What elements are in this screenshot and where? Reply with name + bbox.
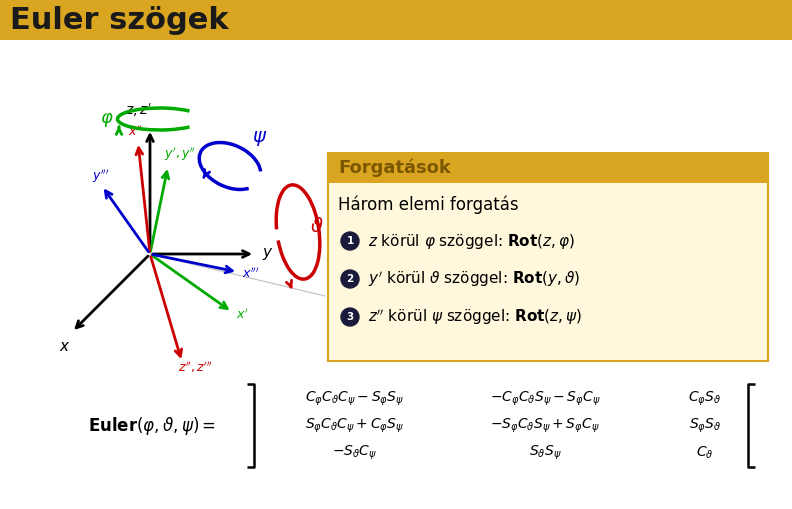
Text: $S_\varphi C_\vartheta C_\psi + C_\varphi S_\psi$: $S_\varphi C_\vartheta C_\psi + C_\varph… (306, 417, 405, 435)
Circle shape (341, 308, 359, 326)
Text: $z,z'$: $z,z'$ (124, 102, 151, 119)
Text: $x$: $x$ (59, 339, 70, 354)
Text: 3: 3 (346, 312, 353, 322)
Text: Euler szögek: Euler szögek (10, 6, 229, 35)
Text: $\varphi$: $\varphi$ (100, 111, 114, 129)
Text: $y',y''$: $y',y''$ (164, 146, 196, 163)
Text: $y$: $y$ (262, 246, 273, 262)
Text: Forgatások: Forgatások (338, 159, 451, 177)
Text: $S_\vartheta S_\psi$: $S_\vartheta S_\psi$ (529, 444, 562, 462)
Text: $z''$ körül $\psi$ szöggel: $\mathbf{Rot}(z,\psi)$: $z''$ körül $\psi$ szöggel: $\mathbf{Rot… (368, 307, 582, 327)
Text: $S_\varphi S_\vartheta$: $S_\varphi S_\vartheta$ (689, 417, 722, 435)
Text: $C_\varphi C_\vartheta C_\psi - S_\varphi S_\psi$: $C_\varphi C_\vartheta C_\psi - S_\varph… (306, 390, 405, 408)
Text: $z$ körül $\varphi$ szöggel: $\mathbf{Rot}(z,\varphi)$: $z$ körül $\varphi$ szöggel: $\mathbf{Ro… (368, 232, 575, 250)
Circle shape (341, 270, 359, 288)
Text: $-S_\vartheta C_\psi$: $-S_\vartheta C_\psi$ (333, 444, 378, 462)
Text: $x''$: $x''$ (128, 125, 143, 139)
Text: Három elemi forgatás: Három elemi forgatás (338, 196, 519, 214)
Text: $y'$ körül $\vartheta$ szöggel: $\mathbf{Rot}(y,\vartheta)$: $y'$ körül $\vartheta$ szöggel: $\mathbf… (368, 269, 581, 289)
Text: $-C_\varphi C_\vartheta S_\psi - S_\varphi C_\psi$: $-C_\varphi C_\vartheta S_\psi - S_\varp… (489, 390, 600, 408)
Text: $C_\vartheta$: $C_\vartheta$ (696, 445, 714, 461)
Bar (0, 0, 792, 40)
Text: $x'$: $x'$ (236, 307, 249, 322)
Text: $\mathbf{Euler}(\varphi, \vartheta, \psi) =$: $\mathbf{Euler}(\varphi, \vartheta, \psi… (88, 415, 216, 437)
Text: $x'''$: $x'''$ (242, 267, 260, 281)
Circle shape (341, 232, 359, 250)
Text: $C_\varphi S_\vartheta$: $C_\varphi S_\vartheta$ (688, 390, 722, 408)
Text: $z'',z'''$: $z'',z'''$ (178, 359, 213, 375)
Text: $\vartheta$: $\vartheta$ (310, 217, 324, 236)
Text: $y'''$: $y'''$ (92, 167, 109, 185)
Text: $\psi$: $\psi$ (252, 129, 267, 148)
Text: 2: 2 (346, 274, 353, 284)
Text: 1: 1 (346, 236, 353, 246)
Bar (328, 153, 768, 183)
Text: $-S_\varphi C_\vartheta S_\psi + S_\varphi C_\psi$: $-S_\varphi C_\vartheta S_\psi + S_\varp… (490, 417, 600, 435)
Bar (328, 153, 768, 361)
